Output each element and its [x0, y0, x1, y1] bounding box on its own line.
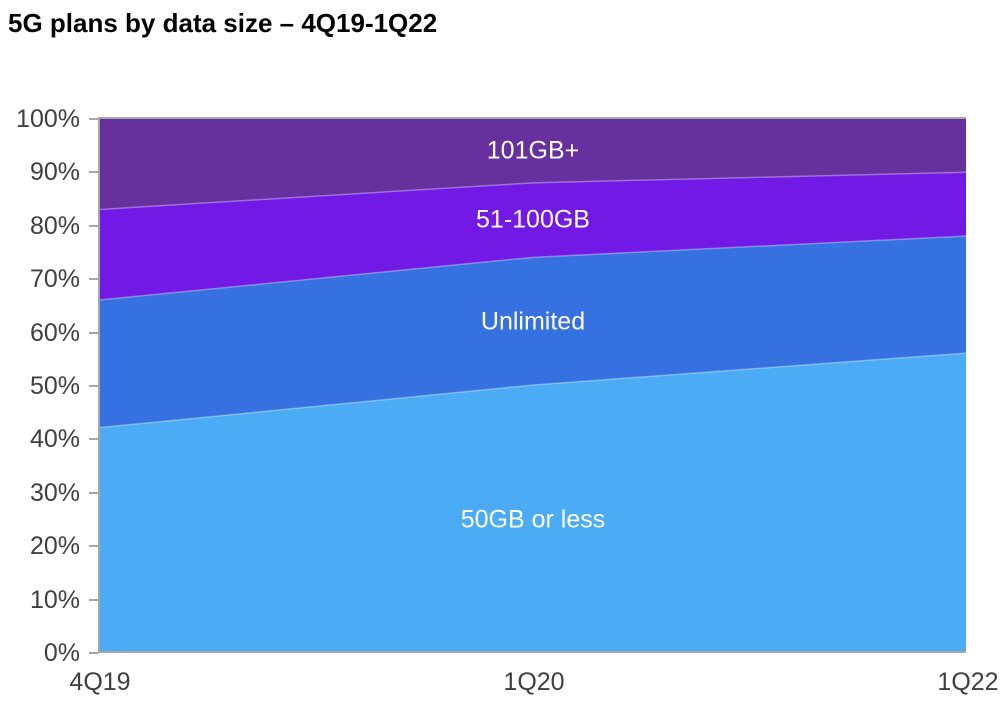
y-axis-tick — [89, 545, 98, 548]
y-axis-tick — [89, 491, 98, 494]
y-axis-label-70: 70% — [29, 265, 80, 294]
y-axis-tick — [89, 598, 98, 601]
y-axis-label-90: 90% — [29, 158, 80, 187]
y-axis-tick — [89, 652, 98, 654]
stacked-areas-svg — [100, 119, 966, 651]
x-axis-label-4q19: 4Q19 — [69, 668, 131, 696]
y-axis-tick — [89, 331, 98, 334]
y-axis-label-60: 60% — [29, 318, 80, 347]
y-axis-tick — [89, 278, 98, 281]
band-boundary-unlimited — [100, 235, 966, 301]
area-50gb-or-less — [100, 353, 966, 651]
y-axis-tick — [89, 171, 98, 174]
x-axis-label-1q22: 1Q22 — [937, 668, 999, 696]
y-axis-label-100: 100% — [16, 105, 80, 133]
y-axis-label-50: 50% — [29, 372, 80, 400]
y-axis-tick — [89, 438, 98, 441]
x-axis-label-1q20: 1Q20 — [503, 668, 565, 696]
y-axis-label-80: 80% — [29, 211, 80, 240]
band-boundary-50gb-or-less — [100, 352, 966, 429]
y-axis-tick — [89, 385, 98, 387]
band-boundary-51-100gb — [100, 171, 966, 211]
plot-area: 50GB or less Unlimited 51-100GB 101GB+ — [98, 117, 966, 653]
y-axis-label-40: 40% — [29, 425, 80, 454]
y-axis-label-20: 20% — [29, 532, 80, 561]
y-axis-label-0: 0% — [43, 639, 80, 667]
y-axis-tick — [89, 118, 98, 120]
y-axis-label-10: 10% — [29, 585, 80, 614]
y-axis-label-30: 30% — [29, 478, 80, 507]
chart-title: 5G plans by data size – 4Q19-1Q22 — [8, 8, 438, 38]
y-axis-tick — [89, 224, 98, 227]
